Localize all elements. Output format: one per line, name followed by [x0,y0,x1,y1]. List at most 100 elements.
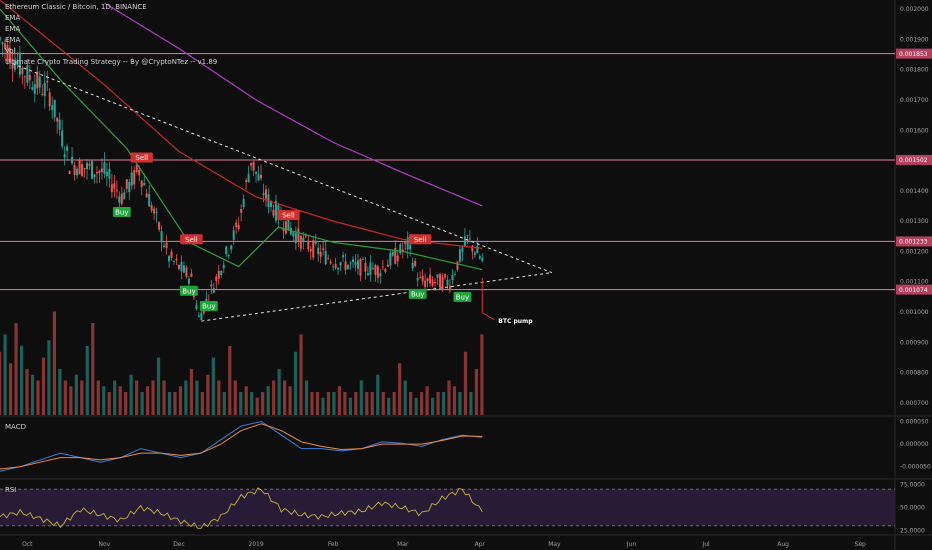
volume-bar [8,363,13,415]
candle-body [0,37,1,40]
candle-body [150,205,153,211]
candle-body [416,277,419,281]
volume-bar [304,380,309,415]
signal-label: Buy [411,290,424,298]
volume-bar [288,386,292,415]
candle-body [471,245,474,252]
signal-label: Sell [135,154,148,162]
price-axis-tick: 0.001300 [900,218,929,225]
candle-body [108,168,111,179]
time-axis-tick: Jun [626,541,637,548]
volume-bar [359,380,363,415]
candle-body [478,256,481,259]
signal-buy: Buy [180,285,198,296]
volume-bar [140,392,144,415]
candle-body [90,160,93,179]
candle-body [130,172,133,186]
candle-body [419,277,422,278]
candle-body [128,181,131,193]
candle-body [88,163,91,166]
candle-body [386,264,389,268]
candle-body [232,230,235,240]
volume-bar [118,386,122,415]
time-axis-tick: Nov [99,541,111,548]
candle-body [235,222,238,227]
volume-bar [47,340,51,415]
candle-body [257,174,260,181]
volume-bars [0,311,484,415]
price-axis-tick: 0.001200 [900,248,929,255]
volume-bar [222,392,226,415]
candle-body [43,82,46,96]
candle-body [337,267,340,270]
price-axis-tick: 0.000800 [900,370,929,377]
candle-body [53,99,56,118]
price-axis-tick: 0.001100 [900,279,929,286]
candle-body [195,304,198,309]
candle-body [78,159,81,175]
signal-label: Sell [414,236,427,244]
legend-strategy[interactable]: Ultimate Crypto Trading Strategy -- By @… [5,58,218,66]
candle-body [389,252,392,266]
candle-body [41,94,44,95]
candle-body [448,285,451,290]
volume-bar [233,380,237,415]
legend-ema-1[interactable]: EMA [5,14,21,22]
candle-body [178,264,180,269]
legend-ema-2[interactable]: EMA [5,25,21,33]
volume-bar [425,386,429,415]
level-badge-label: 0.001502 [899,157,928,164]
candle-body [36,71,39,89]
volume-bar [135,380,139,415]
candle-body [86,162,89,170]
candle-body [83,167,86,170]
candle-body [28,74,31,81]
candle-body [282,228,285,231]
candle-body [110,184,113,193]
candle-body [272,209,275,216]
legend-volume[interactable]: Vol [5,47,16,55]
volume-bar [430,397,435,415]
candle-body [458,249,461,262]
chart-title: Ethereum Classic / Bitcoin, 1D, BINANCE [5,3,147,11]
volume-bar [463,351,468,415]
macd-axis-tick: -0.000050 [900,464,931,471]
volume-bar [299,334,303,415]
signal-label: Buy [456,293,469,301]
signal-tag [408,288,427,299]
candle-body [175,258,178,261]
candle-body [396,255,399,262]
volume-bar [474,369,479,415]
candle-body [155,211,158,214]
candle-body [297,228,300,241]
volume-bar [436,392,440,415]
candle-body [347,264,350,269]
candle-body [46,80,49,83]
candle-body [18,52,21,75]
candle-body [260,174,263,179]
legend-ema-3[interactable]: EMA [5,36,21,44]
volume-bar [228,346,232,415]
signal-sell: Sell [130,152,153,163]
candle-body [227,254,230,257]
volume-bar [195,380,199,415]
candle-body [242,198,245,207]
candle-body [411,262,414,269]
rsi-pane-label: RSI [5,486,17,494]
candle-body [473,252,476,255]
candle-body [81,164,84,177]
volume-bar [348,397,352,415]
candle-body [314,241,317,244]
rsi-axis-tick: 25.0000 [900,527,925,534]
time-axis-tick: Oct [22,541,33,548]
volume-bar [272,380,276,415]
candle-body [352,259,355,263]
volume-bar [447,380,451,415]
time-axis-tick: 2019 [248,541,263,548]
rsi-line [0,487,483,529]
price-axis-tick: 0.002000 [900,6,929,13]
volume-bar [282,380,287,415]
level-badge [896,48,932,59]
candle-body [237,224,240,230]
